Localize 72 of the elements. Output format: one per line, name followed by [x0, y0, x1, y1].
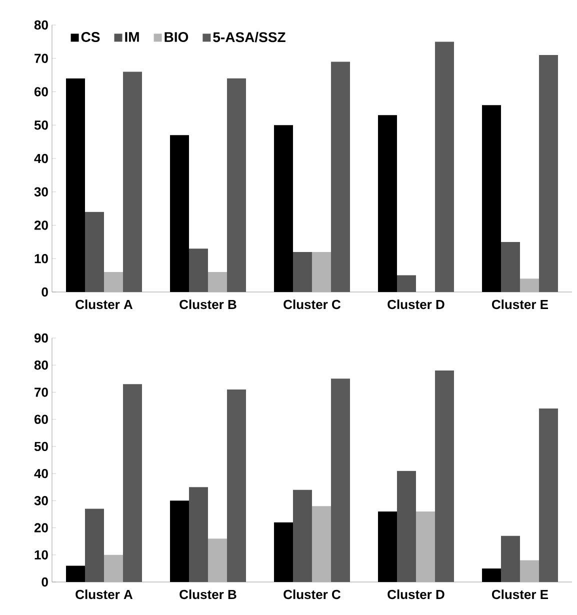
y-tick-label: 10	[34, 550, 48, 560]
bar	[226, 390, 246, 582]
y-tick-label: 30	[34, 496, 48, 506]
y-tick-label: 20	[34, 220, 48, 230]
bar	[378, 512, 397, 582]
x-tick-label: Cluster D	[388, 300, 444, 310]
x-tick-label: Cluster E	[492, 590, 548, 600]
y-tick-label: 60	[34, 87, 48, 96]
y-tick-label: 20	[34, 523, 48, 532]
bar	[500, 536, 520, 582]
y-tick-label: 40	[34, 468, 48, 478]
y-tick-label: 0	[42, 577, 48, 587]
bar	[312, 506, 331, 582]
x-tick-label: Cluster B	[180, 300, 236, 310]
x-tick-label: Cluster C	[284, 300, 341, 310]
bar	[292, 490, 312, 582]
bar	[208, 272, 227, 292]
bar	[482, 105, 501, 292]
bar	[188, 248, 208, 292]
bar	[104, 272, 123, 292]
y-tick-label: 30	[34, 187, 48, 196]
bar	[538, 408, 558, 582]
bar	[520, 560, 539, 582]
bar	[538, 55, 558, 292]
y-tick-label: 50	[34, 442, 48, 452]
y-tick-label: 80	[34, 360, 48, 370]
bar	[274, 125, 293, 292]
legend-label: CS	[81, 32, 100, 42]
bar	[434, 42, 454, 292]
bar	[66, 78, 85, 292]
bar	[330, 378, 350, 582]
bar	[85, 212, 104, 292]
y-tick-label: 90	[34, 333, 48, 343]
x-tick-label: Cluster A	[76, 590, 133, 600]
bar	[312, 252, 331, 292]
bar	[500, 242, 520, 292]
bar	[188, 487, 208, 582]
x-tick-label: Cluster C	[284, 590, 341, 600]
legend-label: IM	[125, 32, 139, 42]
bar	[396, 470, 416, 582]
bar	[104, 554, 123, 582]
x-tick-label: Cluster D	[388, 590, 444, 600]
y-tick-label: 70	[34, 388, 48, 397]
x-tick-label: Cluster A	[76, 300, 133, 310]
x-tick-label: Cluster E	[492, 300, 548, 310]
y-tick-label: 0	[42, 287, 48, 297]
bar	[66, 566, 85, 582]
y-tick-label: 10	[34, 254, 48, 264]
bar	[170, 135, 189, 292]
bar	[274, 522, 293, 582]
bar	[330, 62, 350, 292]
bar	[123, 384, 142, 582]
bar	[396, 275, 416, 292]
bar	[170, 500, 189, 582]
x-tick-label: Cluster B	[180, 590, 236, 600]
bar	[292, 252, 312, 292]
bar	[226, 78, 246, 292]
y-tick-label: 40	[34, 154, 48, 164]
bar	[123, 72, 142, 292]
legend-label: 5-ASA/SSZ	[213, 32, 286, 42]
bar	[416, 512, 435, 582]
legend-label: BIO	[164, 32, 188, 42]
y-tick-label: 80	[34, 20, 48, 30]
y-tick-label: 60	[34, 414, 48, 424]
y-tick-label: 70	[34, 54, 48, 63]
bar	[520, 278, 539, 292]
bar	[208, 538, 227, 582]
bar	[434, 370, 454, 582]
bar	[85, 508, 104, 582]
y-tick-label: 50	[34, 120, 48, 130]
bar	[378, 115, 397, 292]
bar	[482, 568, 501, 582]
